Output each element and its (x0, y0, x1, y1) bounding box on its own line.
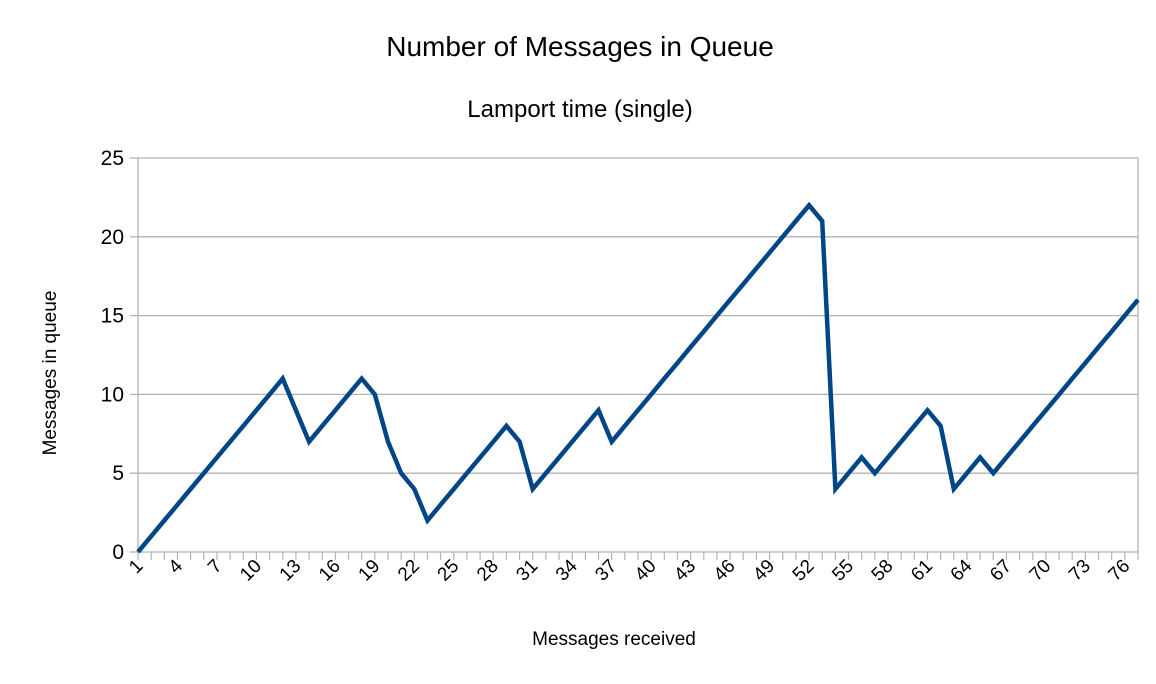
plot-area (136, 201, 1140, 554)
y-tick-label: 15 (101, 305, 124, 328)
x-tick-label: 40 (631, 556, 661, 586)
x-tick-label: 7 (204, 556, 226, 578)
x-tick-label: 49 (749, 556, 779, 586)
x-tick-label: 61 (907, 556, 937, 586)
x-tick-label: 70 (1026, 556, 1056, 586)
series-line (136, 201, 1140, 554)
x-tick-label: 43 (670, 556, 700, 586)
y-axis-ticks: 0 5 10 15 20 25 (101, 147, 124, 564)
x-axis-ticks: 1 4 7 10 13 16 19 22 25 28 31 34 37 40 43 46 49 52 55 58 61 6… (125, 555, 1134, 585)
x-tick-label: 28 (473, 556, 503, 586)
x-tick-label: 10 (236, 556, 266, 586)
x-tick-label: 64 (947, 555, 977, 585)
gridlines (130, 157, 1139, 560)
chart-subtitle: Lamport time (single) (467, 96, 692, 123)
x-tick-label: 16 (315, 556, 345, 586)
x-tick-label: 58 (868, 556, 898, 586)
y-tick-label: 5 (112, 462, 124, 485)
x-tick-label: 52 (789, 556, 819, 586)
x-tick-label: 22 (394, 556, 424, 586)
y-tick-label: 25 (101, 147, 124, 170)
x-tick-label: 37 (591, 556, 621, 586)
x-tick-label: 13 (276, 556, 306, 586)
y-axis-title: Messages in queue (40, 291, 61, 456)
y-tick-label: 10 (101, 383, 124, 406)
x-tick-label: 19 (355, 556, 385, 586)
x-tick-label: 25 (434, 556, 464, 586)
x-tick-label: 1 (125, 556, 147, 578)
y-tick-label: 0 (112, 541, 124, 564)
x-tick-label: 34 (552, 555, 582, 585)
x-tick-label: 55 (828, 556, 858, 586)
x-tick-label: 46 (710, 556, 740, 586)
x-axis-title: Messages received (532, 629, 696, 650)
x-tick-label: 73 (1065, 556, 1095, 586)
y-tick-label: 20 (101, 226, 124, 249)
x-tick-label: 31 (512, 556, 542, 586)
x-tick-label: 67 (986, 556, 1016, 586)
chart-title: Number of Messages in Queue (386, 31, 774, 62)
x-tick-label: 4 (165, 555, 188, 578)
x-tick-label: 76 (1105, 556, 1135, 586)
